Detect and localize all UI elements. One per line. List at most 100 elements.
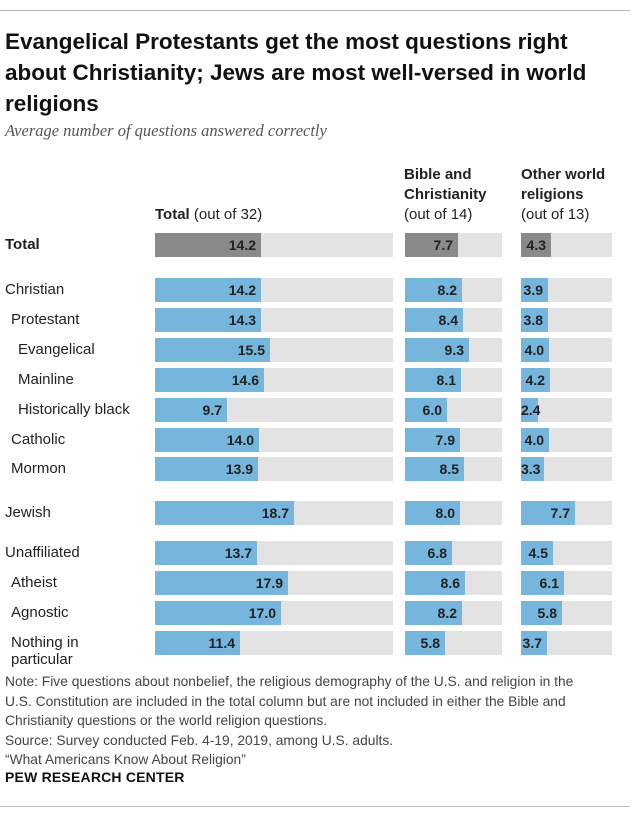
column-header-bible-sub: (out of 14) xyxy=(404,206,473,223)
column-header-world-title: Other world religions xyxy=(521,166,606,203)
source-line: Source: Survey conducted Feb. 4-19, 2019… xyxy=(5,732,394,748)
bar xyxy=(521,428,549,452)
bar-value-label: 8.4 xyxy=(438,312,458,328)
bar xyxy=(155,428,259,452)
bar xyxy=(521,541,553,565)
bar xyxy=(521,278,548,302)
bottom-divider xyxy=(0,806,630,807)
bar xyxy=(405,571,465,595)
column-header-bible: Bible and Christianity (out of 14) xyxy=(404,165,514,225)
category-label: Catholic xyxy=(11,431,66,448)
category-label: Total xyxy=(5,236,40,253)
column-header-total-sub: (out of 32) xyxy=(193,206,263,223)
bar xyxy=(155,338,270,362)
bar xyxy=(155,233,261,257)
source-org: PEW RESEARCH CENTER xyxy=(5,769,185,785)
bar-value-label: 3.7 xyxy=(522,635,542,651)
bar-value-label: 14.0 xyxy=(226,432,254,448)
bar xyxy=(155,308,261,332)
bar xyxy=(405,398,447,422)
footnote: Note: Five questions about nonbelief, th… xyxy=(5,672,625,770)
bar xyxy=(405,233,458,257)
bar-value-label: 4.2 xyxy=(525,372,545,388)
bar-value-label: 9.3 xyxy=(444,342,464,358)
bar-value-label: 13.7 xyxy=(224,545,252,561)
category-label: Jewish xyxy=(5,504,51,521)
bar xyxy=(155,501,294,525)
bar xyxy=(521,501,575,525)
bar-value-label: 14.2 xyxy=(228,282,256,298)
bar-value-label: 17.9 xyxy=(255,575,283,591)
bar-value-label: 11.4 xyxy=(208,635,235,651)
bar-value-label: 6.1 xyxy=(539,575,559,591)
bar-value-label: 2.4 xyxy=(521,402,541,418)
column-header-total-title: Total xyxy=(155,206,190,223)
bar-value-label: 5.8 xyxy=(420,635,440,651)
chart-subtitle: Average number of questions answered cor… xyxy=(5,121,327,140)
bar xyxy=(521,631,547,655)
bar-value-label: 4.3 xyxy=(526,237,546,253)
bar-value-label: 3.9 xyxy=(523,282,543,298)
bar xyxy=(521,398,538,422)
bar xyxy=(155,398,227,422)
bar-value-label: 17.0 xyxy=(248,605,276,621)
bar-value-label: 6.0 xyxy=(422,402,442,418)
bar xyxy=(405,428,460,452)
bar-value-label: 13.9 xyxy=(225,461,253,477)
note-line: U.S. Constitution are included in the to… xyxy=(5,693,566,709)
bar xyxy=(405,501,460,525)
bar-value-label: 5.8 xyxy=(537,605,557,621)
bar xyxy=(155,457,258,481)
column-header-world: Other world religions (out of 13) xyxy=(521,165,631,225)
category-label: Nothing in particular xyxy=(11,634,79,668)
category-label: Historically black xyxy=(18,401,130,418)
bar xyxy=(405,368,461,392)
bar xyxy=(155,368,264,392)
bar xyxy=(405,541,452,565)
category-label: Christian xyxy=(5,281,65,298)
bar xyxy=(521,368,550,392)
bar-value-label: 8.6 xyxy=(440,575,460,591)
bar-value-label: 3.3 xyxy=(521,461,541,477)
bar xyxy=(405,278,462,302)
bar-value-label: 3.8 xyxy=(523,312,543,328)
category-label: Agnostic xyxy=(11,604,69,621)
bar-value-label: 8.5 xyxy=(439,461,459,477)
bar xyxy=(521,601,562,625)
bar xyxy=(405,457,464,481)
bar xyxy=(521,571,564,595)
bar-value-label: 14.6 xyxy=(231,372,259,388)
bar-value-label: 4.0 xyxy=(524,342,544,358)
bar-value-label: 8.1 xyxy=(436,372,456,388)
column-header-bible-title: Bible and Christianity xyxy=(404,166,487,203)
note-line: Note: Five questions about nonbelief, th… xyxy=(5,674,574,689)
category-label: Mainline xyxy=(18,371,74,388)
bar xyxy=(405,631,445,655)
note-line: Christianity questions or the world reli… xyxy=(5,713,328,728)
chart-title: Evangelical Protestants get the most que… xyxy=(5,29,587,116)
bar xyxy=(405,308,463,332)
bar xyxy=(155,541,257,565)
bar-value-label: 8.2 xyxy=(437,605,457,621)
category-label: Atheist xyxy=(11,574,57,591)
column-header-total: Total (out of 32) xyxy=(155,205,262,225)
bar-value-label: 18.7 xyxy=(261,505,289,521)
bar-value-label: 14.2 xyxy=(228,237,256,253)
bar-value-label: 7.9 xyxy=(435,432,455,448)
bar-value-label: 6.8 xyxy=(427,545,447,561)
column-header-world-sub: (out of 13) xyxy=(521,206,590,223)
bar xyxy=(521,338,549,362)
bar xyxy=(521,457,544,481)
bar xyxy=(405,601,462,625)
bar-value-label: 8.2 xyxy=(437,282,457,298)
report-title-line: “What Americans Know About Religion” xyxy=(5,752,246,767)
bar-value-label: 14.3 xyxy=(228,312,256,328)
bar-value-label: 7.7 xyxy=(550,505,570,521)
bar xyxy=(155,601,281,625)
bar xyxy=(405,338,469,362)
bar-value-label: 8.0 xyxy=(435,505,455,521)
category-label: Evangelical xyxy=(18,341,95,358)
category-label: Protestant xyxy=(11,311,80,328)
category-label: Unaffiliated xyxy=(5,544,80,561)
bar-value-label: 4.5 xyxy=(528,545,548,561)
